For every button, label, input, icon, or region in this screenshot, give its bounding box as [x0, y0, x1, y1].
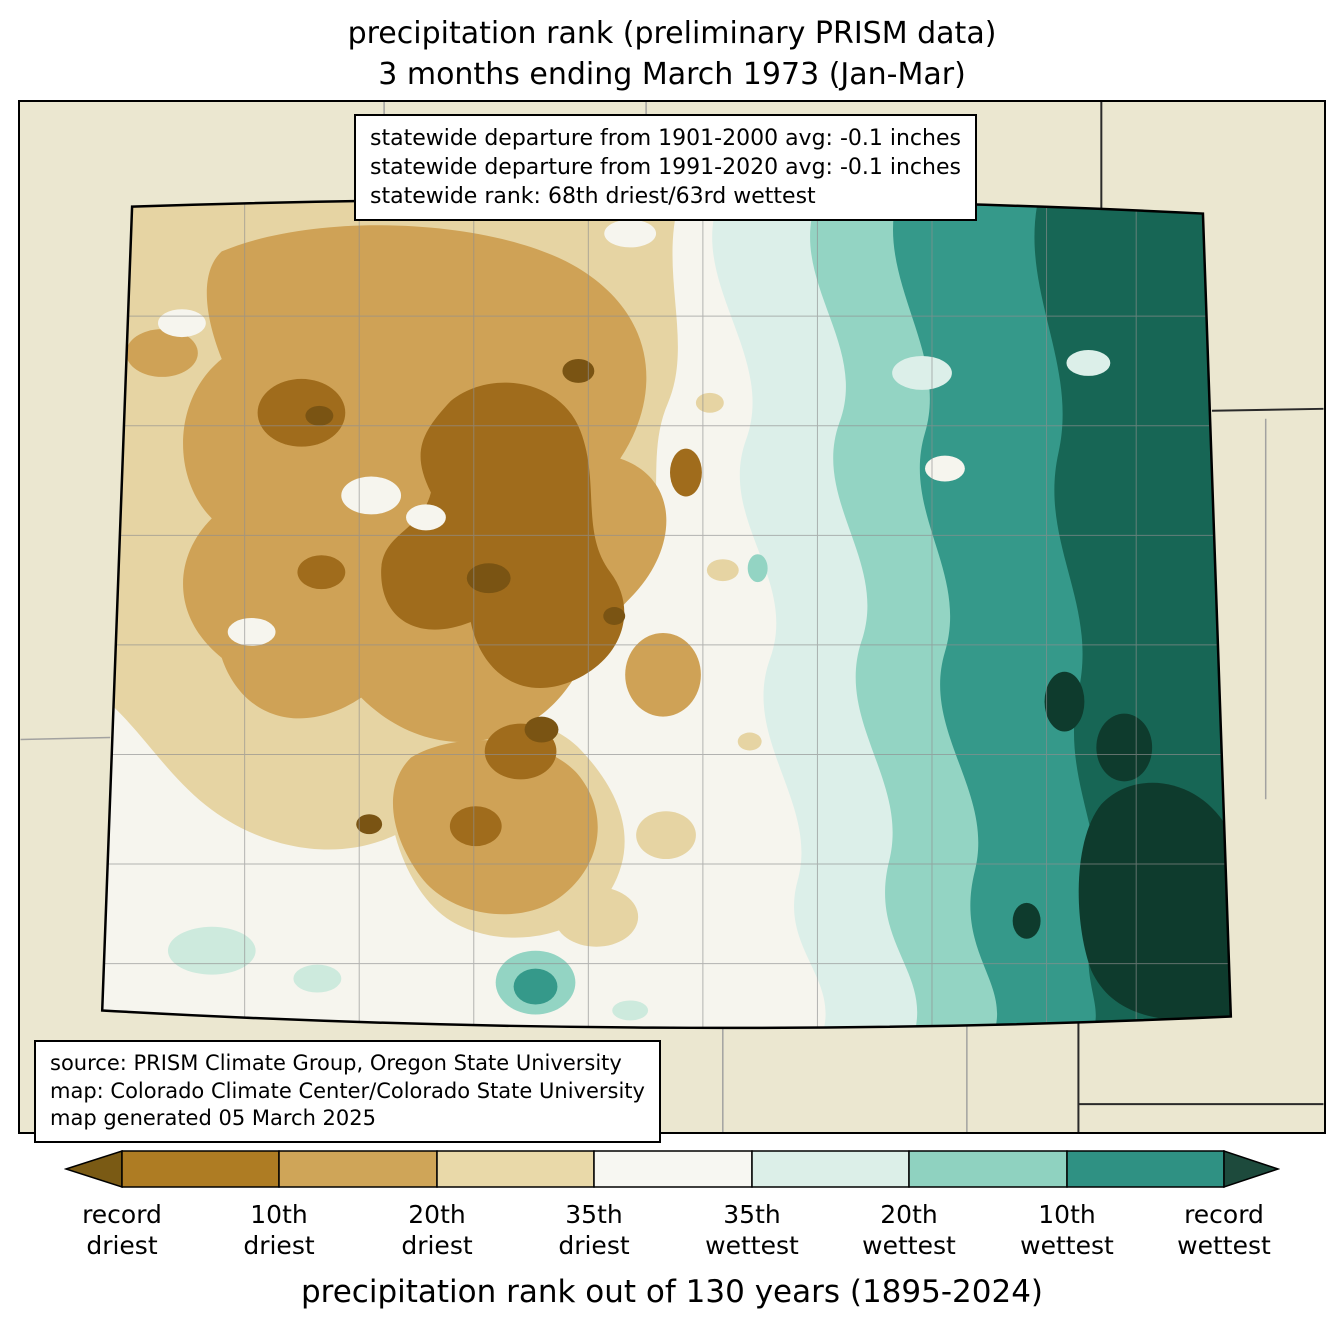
legend-label-line: 10th [250, 1200, 308, 1229]
legend-label-record-driest: record driest [82, 1200, 162, 1261]
title-line2: 3 months ending March 1973 (Jan-Mar) [378, 56, 966, 92]
legend-label-line: driest [86, 1230, 158, 1260]
legend-label-line: wettest [862, 1230, 956, 1260]
page-title: precipitation rank (preliminary PRISM da… [0, 14, 1344, 95]
colorbar-arrow-record-wettest [1223, 1149, 1281, 1189]
legend-label-line: wettest [1020, 1230, 1114, 1260]
dry-region [102, 199, 762, 947]
legend-labels: record driest 10th driest 20th driest 35… [64, 1200, 1280, 1264]
legend-label-line: 20th [408, 1200, 466, 1229]
legend-label-line: wettest [705, 1230, 799, 1260]
colorbar-cell-20th-wettest [908, 1150, 1068, 1188]
legend-label-line: driest [401, 1230, 473, 1260]
legend-label-20th-wettest: 20th wettest [862, 1200, 956, 1261]
legend-label-line: 20th [880, 1200, 938, 1229]
legend-label-line: record [1184, 1200, 1264, 1229]
legend-colorbar [63, 1148, 1281, 1190]
colorbar-cell-10th-driest [121, 1150, 280, 1188]
stats-box: statewide departure from 1901-2000 avg: … [354, 114, 977, 222]
colorbar-cell-10th-wettest [1066, 1150, 1225, 1188]
source-line-1: source: PRISM Climate Group, Oregon Stat… [50, 1051, 622, 1075]
legend-label-line: driest [243, 1230, 315, 1260]
legend-label-35th-driest: 35th driest [558, 1200, 629, 1261]
colorbar-cell-35th-wettest [751, 1150, 910, 1188]
map-panel: statewide departure from 1901-2000 avg: … [18, 100, 1326, 1144]
legend-label-10th-wettest: 10th wettest [1020, 1200, 1114, 1261]
source-line-3: map generated 05 March 2025 [50, 1106, 377, 1131]
stats-line-3: statewide rank: 68th driest/63rd wettest [370, 184, 816, 210]
legend-label-line: record [82, 1200, 162, 1229]
colorado-fill [102, 199, 1231, 1028]
neighbor-state-borders [1077, 102, 1324, 1132]
colorbar-cell-middle [593, 1150, 753, 1188]
colorado-precip-map [20, 102, 1324, 1132]
source-line-2: map: Colorado Climate Center/Colorado St… [50, 1078, 645, 1103]
legend-label-10th-driest: 10th driest [243, 1200, 314, 1261]
legend-caption: precipitation rank out of 130 years (189… [300, 1274, 1044, 1310]
legend-label-line: 35th [723, 1200, 781, 1229]
source-box: source: PRISM Climate Group, Oregon Stat… [34, 1040, 661, 1144]
legend-label-record-wettest: record wettest [1177, 1200, 1271, 1261]
legend-label-line: 35th [565, 1200, 623, 1229]
legend-label-20th-driest: 20th driest [401, 1200, 472, 1261]
stats-line-2: statewide departure from 1991-2020 avg: … [370, 155, 961, 181]
legend-label-35th-wettest: 35th wettest [705, 1200, 799, 1261]
colorbar-cell-35th-driest [436, 1150, 595, 1188]
colorbar-cell-20th-driest [278, 1150, 438, 1188]
title-line1: precipitation rank (preliminary PRISM da… [347, 16, 997, 51]
legend-label-line: wettest [1177, 1230, 1271, 1260]
legend-label-line: driest [558, 1230, 630, 1260]
legend-label-line: 10th [1038, 1200, 1096, 1229]
colorbar-arrow-record-driest [63, 1149, 123, 1189]
colorbar-svg [63, 1149, 1281, 1189]
county-lines [102, 199, 1231, 1028]
stats-line-1: statewide departure from 1901-2000 avg: … [370, 126, 961, 151]
